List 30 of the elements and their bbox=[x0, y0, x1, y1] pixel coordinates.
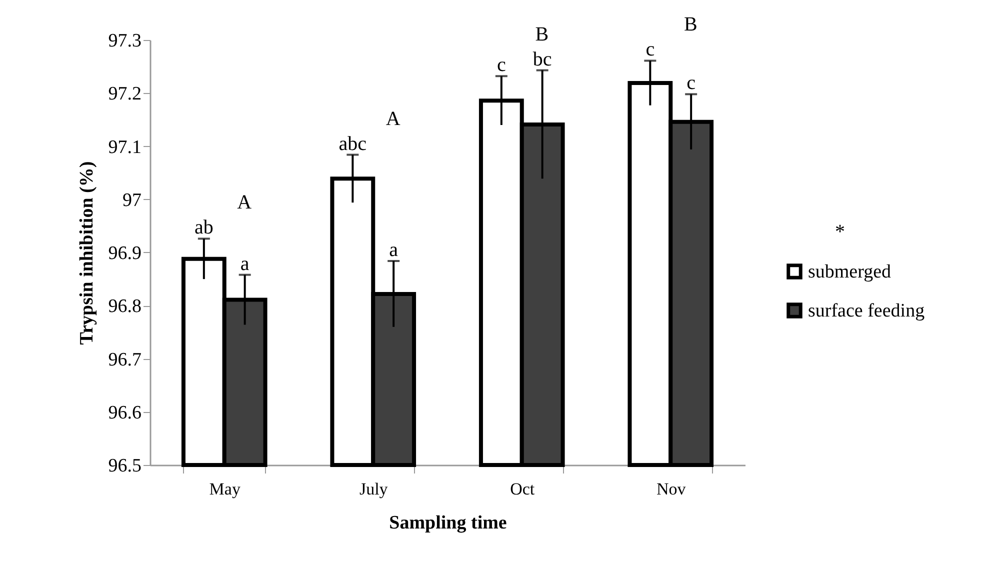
y-tick-label: 97.2 bbox=[108, 84, 142, 105]
annotation: A bbox=[237, 192, 252, 214]
annotation: B bbox=[535, 23, 549, 46]
annotation: c bbox=[686, 72, 696, 94]
annotation: ab bbox=[194, 216, 214, 239]
annotation: c bbox=[496, 54, 506, 76]
x-tick-label: Nov bbox=[656, 480, 686, 498]
annotation: abc bbox=[338, 132, 367, 155]
y-tick-label: 96.9 bbox=[108, 243, 142, 264]
y-tick-label: 97.1 bbox=[108, 136, 142, 158]
annotation: A bbox=[386, 108, 401, 130]
text: B bbox=[684, 14, 698, 36]
legend-label: submerged bbox=[808, 262, 892, 282]
x-tick-label: July bbox=[359, 480, 388, 498]
y-tick-label: 96.8 bbox=[108, 296, 142, 318]
text: * bbox=[835, 221, 845, 243]
y-tick-label: 97.3 bbox=[108, 30, 142, 52]
annotation: c bbox=[646, 38, 655, 61]
y-tick-label: 96.5 bbox=[108, 456, 142, 476]
y-axis-title: Trypsin inhibition (%) bbox=[76, 161, 98, 345]
legend-label: surface feeding bbox=[808, 300, 926, 322]
y-tick-label: 96.7 bbox=[108, 349, 142, 370]
annotation: bc bbox=[532, 48, 552, 70]
x-tick-label: Oct bbox=[510, 480, 535, 498]
annotation: a bbox=[240, 252, 250, 275]
y-tick-label: 97 bbox=[122, 190, 142, 211]
y-tick-label: 96.6 bbox=[108, 402, 142, 424]
x-axis-title: Sampling time bbox=[389, 512, 507, 534]
x-tick-label: May bbox=[209, 480, 241, 498]
annotation: a bbox=[389, 239, 398, 261]
